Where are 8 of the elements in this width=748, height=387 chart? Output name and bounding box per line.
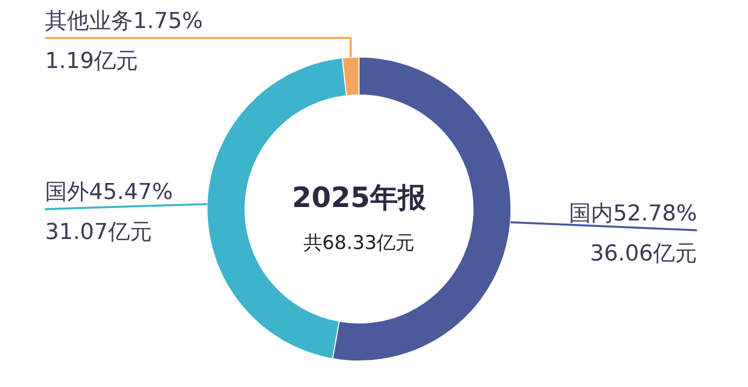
text: 2025年报 [292, 181, 427, 214]
text: 共68.33亿元 [303, 232, 415, 254]
slice-label: 国内52.78% [569, 201, 697, 226]
slice-label: 国外45.47% [45, 180, 173, 206]
text: 31.07亿元 [45, 220, 152, 246]
slice-label: 其他业务1.75% [45, 9, 203, 34]
text: 36.06亿元 [590, 241, 697, 266]
text: 1.19亿元 [45, 49, 138, 74]
